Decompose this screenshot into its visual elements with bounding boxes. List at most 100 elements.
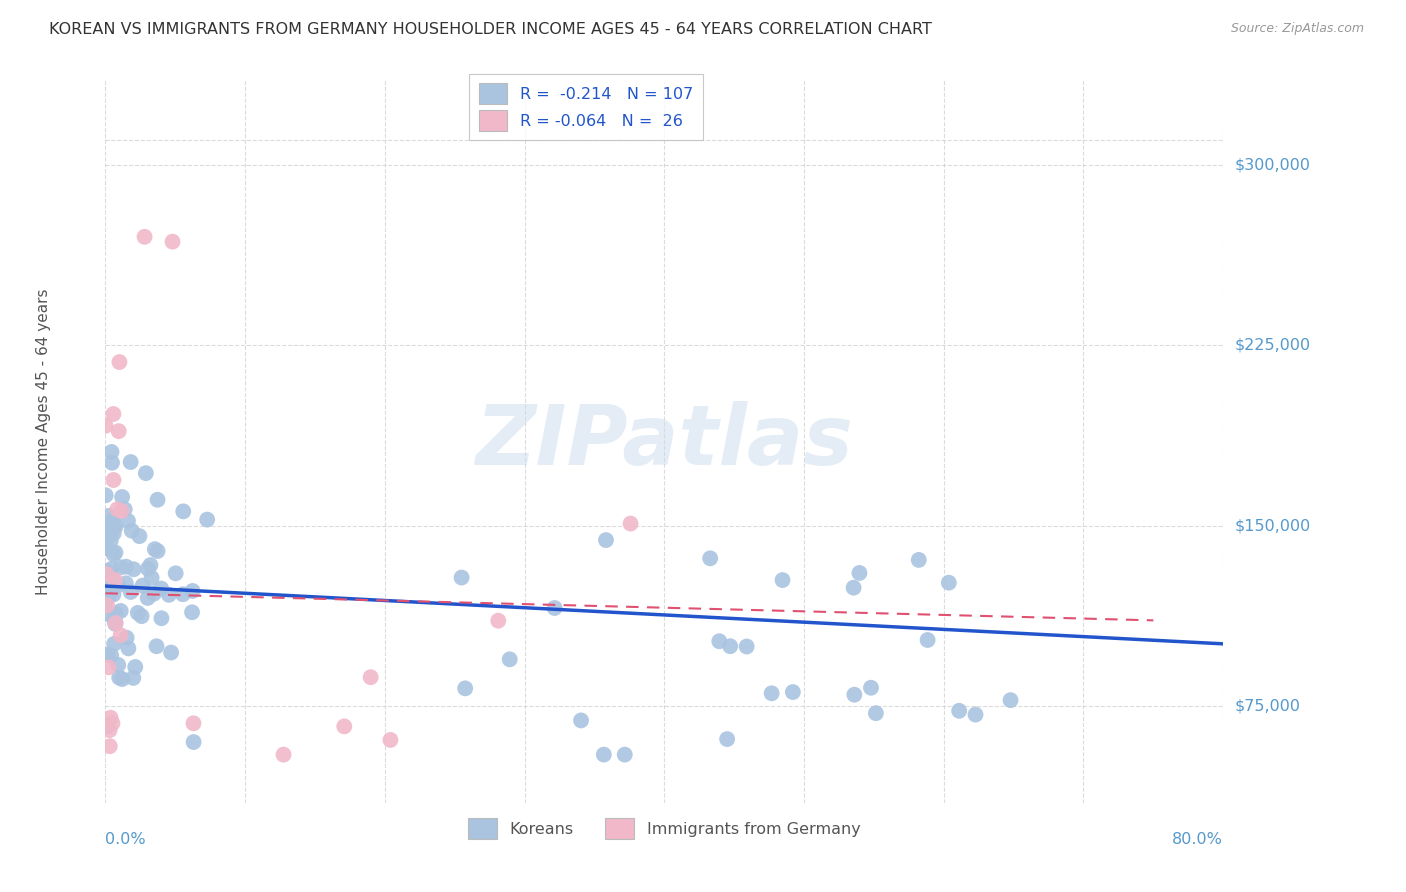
Point <box>619 516 641 531</box>
Point <box>104 607 127 621</box>
Point <box>699 551 721 566</box>
Point <box>122 562 145 576</box>
Point <box>172 587 194 601</box>
Point <box>121 524 143 538</box>
Point <box>965 707 987 722</box>
Point <box>101 456 124 470</box>
Point <box>100 527 122 541</box>
Point <box>938 575 960 590</box>
Point <box>101 571 124 585</box>
Point <box>131 579 153 593</box>
Point <box>181 584 204 599</box>
Point <box>108 355 131 369</box>
Point <box>139 558 162 572</box>
Point <box>592 747 614 762</box>
Point <box>117 641 139 656</box>
Point <box>100 562 122 576</box>
Point <box>848 566 870 580</box>
Point <box>94 594 117 608</box>
Text: 80.0%: 80.0% <box>1173 831 1223 847</box>
Point <box>865 706 887 721</box>
Text: 0.0%: 0.0% <box>105 831 146 847</box>
Point <box>98 739 121 754</box>
Point <box>273 747 295 762</box>
Point <box>94 539 117 553</box>
Text: Householder Income Ages 45 - 64 years: Householder Income Ages 45 - 64 years <box>37 288 52 595</box>
Point <box>360 670 382 684</box>
Point <box>595 533 617 547</box>
Point <box>103 520 125 534</box>
Text: $225,000: $225,000 <box>1234 338 1310 352</box>
Point <box>150 611 173 625</box>
Point <box>859 681 882 695</box>
Point <box>100 534 122 549</box>
Point <box>917 632 939 647</box>
Point <box>454 681 477 696</box>
Point <box>380 733 402 747</box>
Point <box>101 716 124 731</box>
Point <box>543 601 565 615</box>
Text: $75,000: $75,000 <box>1234 699 1301 714</box>
Point <box>127 606 149 620</box>
Point <box>486 614 509 628</box>
Point <box>111 490 134 504</box>
Point <box>333 719 356 733</box>
Point <box>114 502 136 516</box>
Point <box>131 609 153 624</box>
Point <box>195 513 218 527</box>
Point <box>108 671 131 685</box>
Point <box>499 652 522 666</box>
Point <box>98 723 121 738</box>
Point <box>94 541 117 556</box>
Point <box>709 634 731 648</box>
Point <box>115 576 138 591</box>
Point <box>94 564 117 578</box>
Point <box>183 735 205 749</box>
Point <box>115 559 138 574</box>
Point <box>145 640 167 654</box>
Point <box>96 648 118 662</box>
Point <box>136 591 159 605</box>
Point <box>107 424 129 438</box>
Point <box>97 660 120 674</box>
Point <box>128 529 150 543</box>
Point <box>162 235 184 249</box>
Point <box>111 672 134 686</box>
Point <box>100 648 122 663</box>
Point <box>103 637 125 651</box>
Point <box>181 605 204 619</box>
Point <box>172 504 194 518</box>
Point <box>782 685 804 699</box>
Point <box>842 581 865 595</box>
Point <box>157 588 180 602</box>
Text: $300,000: $300,000 <box>1234 157 1310 172</box>
Point <box>165 566 187 581</box>
Point <box>1000 693 1022 707</box>
Point <box>103 516 125 531</box>
Point <box>98 588 121 602</box>
Point <box>104 519 127 533</box>
Point <box>103 547 125 561</box>
Point <box>103 407 125 421</box>
Point <box>110 560 132 574</box>
Point <box>101 513 124 527</box>
Point <box>120 455 142 469</box>
Point <box>141 571 163 585</box>
Point <box>100 579 122 593</box>
Point <box>716 732 738 747</box>
Point <box>107 578 129 592</box>
Point <box>94 488 117 502</box>
Point <box>183 716 205 731</box>
Point <box>111 504 134 518</box>
Point <box>117 514 139 528</box>
Point <box>948 704 970 718</box>
Point <box>103 473 125 487</box>
Text: KOREAN VS IMMIGRANTS FROM GERMANY HOUSEHOLDER INCOME AGES 45 - 64 YEARS CORRELAT: KOREAN VS IMMIGRANTS FROM GERMANY HOUSEH… <box>49 22 932 37</box>
Point <box>94 418 117 433</box>
Text: $150,000: $150,000 <box>1234 518 1310 533</box>
Point <box>96 582 118 596</box>
Point <box>96 522 118 536</box>
Point <box>146 492 169 507</box>
Point <box>124 660 146 674</box>
Point <box>96 719 118 733</box>
